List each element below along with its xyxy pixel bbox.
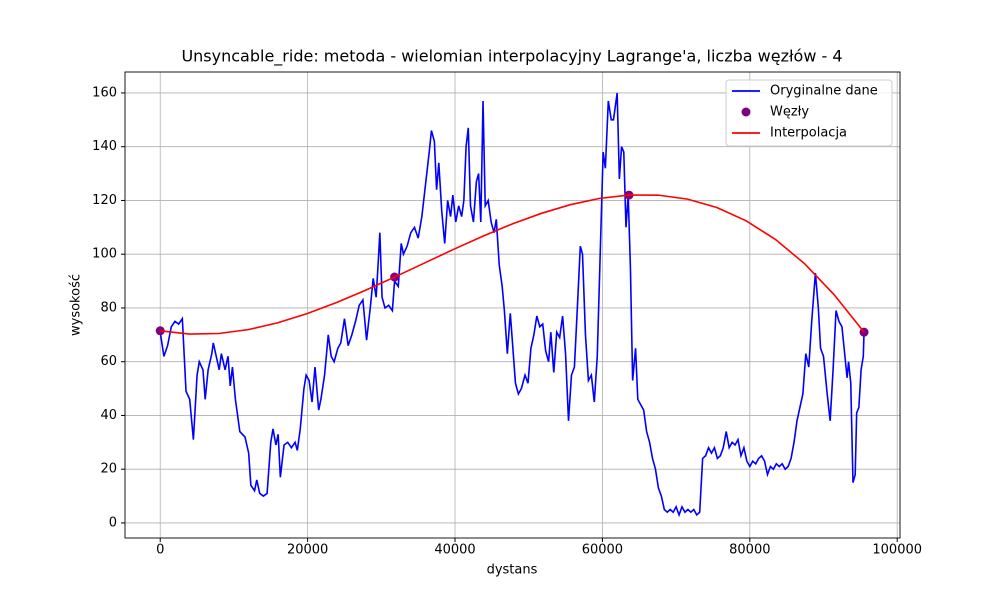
x-tick-label: 100000 [872, 543, 922, 558]
y-tick-label: 0 [109, 515, 117, 530]
legend-label: Interpolacja [770, 126, 847, 141]
x-tick-label: 60000 [582, 543, 623, 558]
y-axis-label: wysokość [69, 274, 84, 336]
plot-frame [124, 71, 901, 539]
y-tick-label: 40 [100, 408, 117, 423]
legend-label: Węzły [770, 105, 809, 120]
x-axis-label: dystans [487, 563, 538, 578]
legend-box [725, 79, 893, 147]
node-point [155, 326, 165, 336]
x-tick-label: 20000 [287, 543, 328, 558]
chart-title: Unsyncable_ride: metoda - wielomian inte… [181, 47, 842, 67]
y-tick-label: 60 [100, 354, 117, 369]
x-tick-label: 40000 [434, 543, 475, 558]
y-tick-label: 100 [92, 247, 117, 262]
y-tick-label: 140 [92, 139, 117, 154]
legend-label: Oryginalne dane [770, 84, 878, 99]
y-tick-label: 80 [100, 300, 117, 315]
y-tick-label: 120 [92, 193, 117, 208]
data-line [160, 194, 865, 335]
x-tick-label: 0 [156, 543, 164, 558]
y-tick-label: 20 [100, 462, 117, 477]
legend-marker [741, 107, 751, 117]
x-tick-label: 80000 [729, 543, 770, 558]
y-tick-label: 160 [92, 85, 117, 100]
data-line [159, 92, 865, 518]
